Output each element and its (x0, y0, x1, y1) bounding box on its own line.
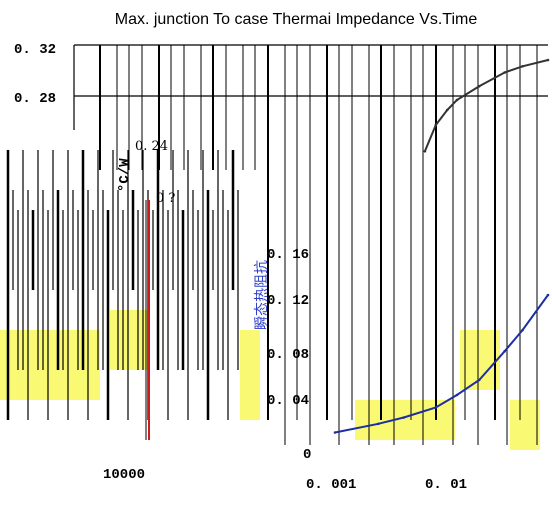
yellow-artifact (510, 400, 540, 450)
y-unit-label: °C/W (117, 158, 133, 192)
data-point (477, 378, 481, 382)
data-point (521, 328, 524, 332)
y-tick-label: 0. 16 (267, 247, 309, 263)
x-tick-label: 0. 01 (425, 477, 467, 493)
data-point (377, 422, 380, 426)
data-point (455, 98, 459, 102)
data-point (423, 150, 427, 153)
data-point (546, 293, 550, 297)
stray-label: 0 ? (156, 191, 175, 206)
data-point (503, 71, 506, 74)
y-tick-label: 0. 04 (267, 393, 309, 409)
data-point (333, 431, 337, 434)
y-axis-label: 瞬态热阻抗 (254, 260, 270, 330)
yellow-artifact (0, 330, 100, 400)
y-tick-label: 0. 12 (267, 293, 309, 309)
data-point (445, 108, 449, 112)
data-point (434, 406, 438, 409)
y-tick-label: 0. 24 (135, 139, 168, 154)
x-tick-label: 0. 001 (306, 477, 356, 493)
stray-label: 10000 (103, 467, 145, 483)
series-line (423, 59, 549, 152)
y-tick-label: 0. 32 (14, 42, 56, 58)
yellow-artifact (240, 330, 260, 420)
data-point (503, 350, 506, 353)
data-point (546, 58, 550, 62)
y-tick-label: 0. 08 (267, 347, 309, 363)
data-point (402, 416, 406, 419)
y-tick-label: 0. 28 (14, 91, 56, 107)
grid-lines (73, 44, 548, 445)
yellow-artifact (110, 310, 150, 370)
y-tick-label: 0 (303, 447, 311, 463)
data-point (477, 85, 481, 88)
data-point (521, 65, 524, 68)
data-point (434, 123, 438, 127)
data-point (455, 393, 459, 397)
series-group (333, 58, 550, 434)
chart-title: Max. junction To case Thermai Impedance … (115, 11, 478, 28)
